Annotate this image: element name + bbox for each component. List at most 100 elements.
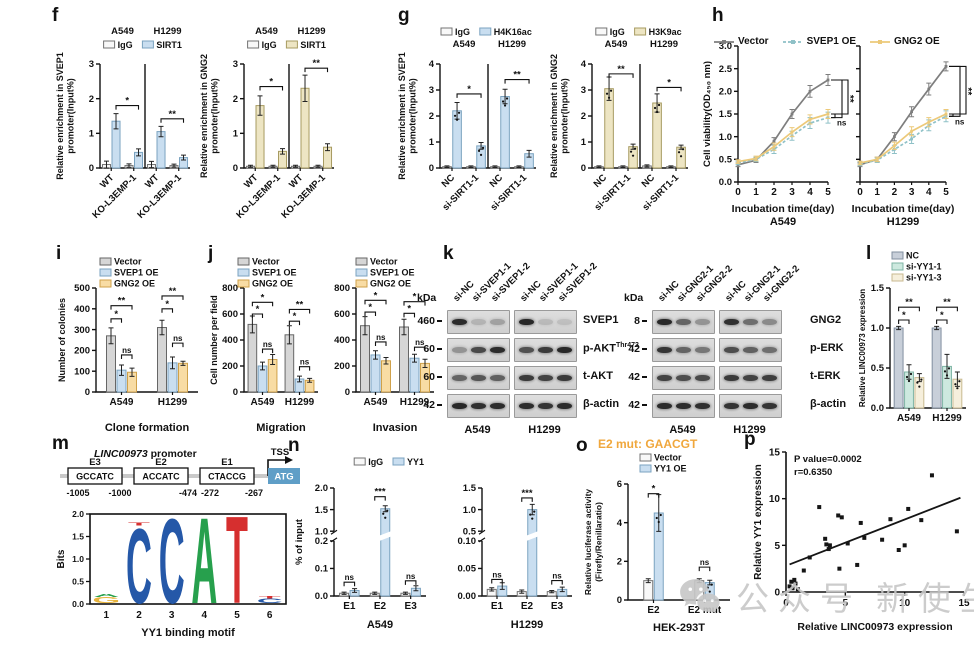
protein-band — [452, 319, 467, 325]
data-dot — [657, 103, 661, 107]
chart-j-invasion: 0 200 400 600 800 A549 H1299 Vector SVEP1 OE GNG2… — [330, 254, 442, 441]
error-bar — [906, 364, 912, 380]
x-tick-label: NC — [592, 172, 610, 190]
chart-o-luciferase: 0 2 4 6 Relative luciferase activity (Firefly… — [582, 452, 738, 641]
protein-band — [452, 403, 467, 409]
legend-label: H4K16ac — [494, 27, 532, 37]
f_svep1-svg: 0 1 2 3 Relative enrichment in SVEP1 promoter… — [55, 26, 190, 221]
data-dot — [681, 148, 685, 151]
data-point — [880, 537, 885, 542]
panel-label-l: l — [866, 243, 872, 264]
error-bar — [383, 357, 389, 365]
legend-swatch — [891, 251, 904, 260]
legend-label: SIRT1 — [300, 40, 326, 50]
data-point — [826, 547, 831, 552]
legend-label: IgG — [368, 457, 383, 467]
protein-label: SVEP1 — [583, 314, 619, 326]
protein-band — [490, 403, 505, 409]
data-point — [927, 120, 931, 124]
cell-line-label: H1299 — [528, 424, 561, 436]
data-point — [944, 65, 948, 68]
x-tick-label: H1299 — [400, 397, 430, 408]
y-tick-label: 3.0 — [719, 41, 732, 52]
data-dot — [501, 100, 505, 103]
blot-lane-group — [514, 366, 577, 390]
sig-label: * — [293, 311, 297, 322]
data-point — [790, 130, 794, 134]
data-dot — [457, 111, 461, 114]
y-axis-label: promoter(Input%) — [408, 78, 418, 154]
element-sequence: CTACCG — [208, 472, 246, 482]
protein-band — [538, 347, 553, 353]
coordinate-label: -1005 — [66, 488, 89, 498]
data-dot — [479, 153, 483, 156]
legend-swatch — [237, 268, 250, 277]
legend-label: IgG — [455, 27, 470, 37]
sig-label: ** — [169, 286, 177, 297]
y-tick-label: 3 — [89, 59, 94, 70]
protein-band — [519, 403, 534, 409]
error-bar — [180, 360, 186, 366]
lane-label: si-NC — [722, 278, 749, 304]
legend-label: si-YY1-1 — [906, 262, 942, 272]
protein-band — [471, 347, 486, 353]
cell-line-label: H1299 — [887, 216, 919, 228]
y-axis-label: (Firefly/Renillaratio) — [594, 502, 604, 582]
pane-title: H1299 — [650, 39, 678, 50]
error-bar — [372, 591, 378, 595]
y-axis-label: Bits — [56, 549, 67, 568]
x-tick-label: E2 — [647, 605, 660, 616]
sig-bracket — [656, 86, 682, 92]
y-tick-label: 10 — [769, 494, 781, 505]
legend-label: IgG — [610, 27, 625, 37]
legend-line-swatch — [870, 39, 891, 44]
lane-label: si-NC — [517, 278, 544, 304]
error-bar — [129, 367, 135, 377]
y-tick-label: 0.5 — [871, 363, 885, 374]
pane-title: H1299 — [154, 26, 182, 37]
sig-label: ** — [962, 87, 973, 95]
sig-label: ** — [844, 95, 855, 103]
x-tick-label: NC — [640, 172, 658, 190]
element-box — [67, 467, 123, 485]
error-bar — [297, 375, 302, 383]
chart-n-yy1-chip-a549: 0.0 0.1 0.2 1.0 1.5 2.0 % of input E1 E2 E3 IgG YY1… — [292, 456, 432, 639]
sig-bracket — [161, 308, 174, 313]
y-tick-label: 400 — [222, 335, 238, 346]
y-tick-label: 6 — [617, 479, 622, 490]
y-tick-label: 400 — [74, 304, 90, 315]
data-point — [808, 89, 812, 93]
sig-label: * — [261, 292, 265, 303]
protein-band — [538, 319, 553, 325]
legend-label: GNG2 OE — [252, 279, 293, 289]
blot-lane-group — [652, 338, 715, 362]
data-line — [737, 116, 829, 164]
sig-label: ** — [617, 64, 625, 75]
error-bar — [526, 149, 532, 158]
error-bar — [412, 353, 417, 363]
data-point — [793, 581, 798, 586]
protein-band — [557, 403, 572, 409]
error-bar — [170, 356, 175, 370]
protein-band — [490, 319, 505, 325]
pane-title: H1299 — [298, 26, 326, 37]
bar — [106, 335, 116, 393]
kda-label: 60 — [423, 343, 435, 355]
sig-label: ns — [122, 346, 132, 355]
y-tick-label: 0.00 — [458, 591, 477, 602]
sig-bracket — [251, 313, 264, 318]
y-tick-label: 0.10 — [458, 536, 477, 547]
x-axis-label: YY1 binding motif — [141, 627, 235, 638]
x-tick-label: A549 — [110, 397, 134, 408]
error-bar — [529, 503, 535, 516]
legend-swatch — [634, 27, 647, 36]
sig-bracket — [404, 580, 417, 585]
bar — [931, 327, 942, 409]
sig-label: ns — [552, 572, 562, 581]
error-bar — [260, 361, 265, 371]
sig-bracket — [304, 67, 329, 73]
sig-label: ns — [955, 117, 965, 126]
data-line — [859, 115, 947, 165]
sig-label: * — [652, 484, 656, 495]
error-bar — [325, 143, 331, 152]
